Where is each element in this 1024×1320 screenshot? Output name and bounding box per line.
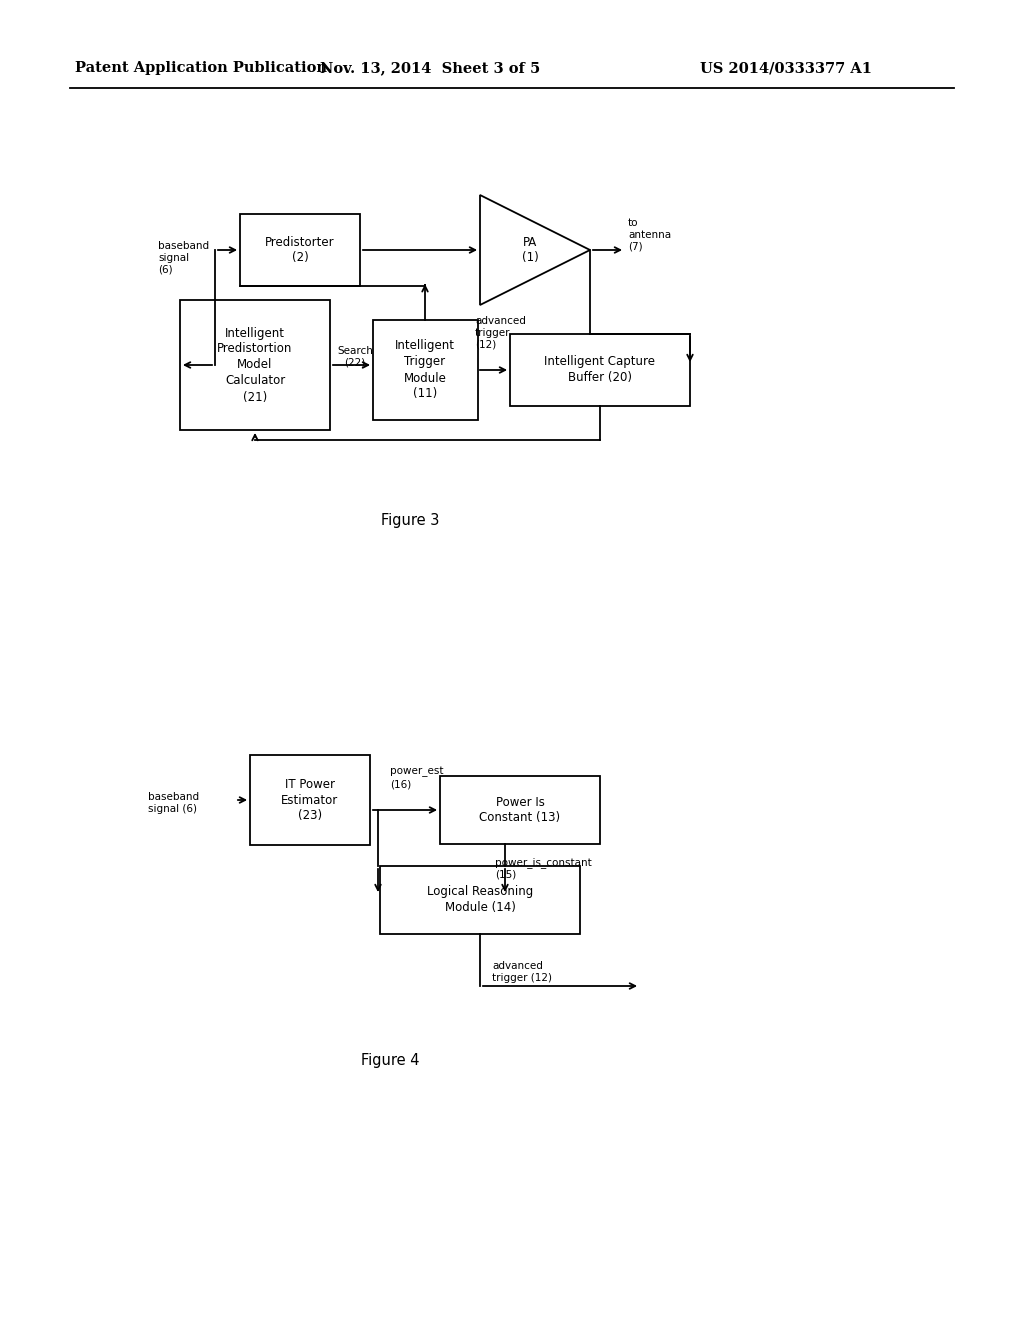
Polygon shape bbox=[480, 195, 590, 305]
Text: IT Power
Estimator
(23): IT Power Estimator (23) bbox=[282, 777, 339, 822]
Text: Intelligent Capture
Buffer (20): Intelligent Capture Buffer (20) bbox=[545, 355, 655, 384]
Text: advanced
trigger
(12): advanced trigger (12) bbox=[475, 317, 526, 350]
Text: baseband
signal (6): baseband signal (6) bbox=[148, 792, 199, 814]
Bar bbox=[373, 319, 477, 420]
Text: PA
(1): PA (1) bbox=[521, 236, 539, 264]
Text: power_est
(16): power_est (16) bbox=[390, 767, 443, 789]
Text: Power Is
Constant (13): Power Is Constant (13) bbox=[479, 796, 560, 825]
Text: Search
(22): Search (22) bbox=[337, 346, 373, 368]
Bar bbox=[440, 776, 600, 843]
Bar bbox=[240, 214, 360, 286]
Bar bbox=[510, 334, 690, 407]
Text: power_is_constant
(15): power_is_constant (15) bbox=[495, 857, 592, 879]
Bar bbox=[250, 755, 370, 845]
Text: Patent Application Publication: Patent Application Publication bbox=[75, 61, 327, 75]
Bar bbox=[380, 866, 580, 935]
Text: Intelligent
Trigger
Module
(11): Intelligent Trigger Module (11) bbox=[395, 339, 455, 400]
Text: Figure 3: Figure 3 bbox=[381, 512, 439, 528]
Text: Nov. 13, 2014  Sheet 3 of 5: Nov. 13, 2014 Sheet 3 of 5 bbox=[319, 61, 540, 75]
Text: advanced
trigger (12): advanced trigger (12) bbox=[492, 961, 552, 983]
Text: US 2014/0333377 A1: US 2014/0333377 A1 bbox=[700, 61, 872, 75]
Text: Predistorter
(2): Predistorter (2) bbox=[265, 235, 335, 264]
Text: Figure 4: Figure 4 bbox=[360, 1052, 419, 1068]
Text: Intelligent
Predistortion
Model
Calculator
(21): Intelligent Predistortion Model Calculat… bbox=[217, 326, 293, 404]
Text: Logical Reasoning
Module (14): Logical Reasoning Module (14) bbox=[427, 886, 534, 915]
Text: to
antenna
(7): to antenna (7) bbox=[628, 218, 671, 252]
Bar bbox=[180, 300, 330, 430]
Text: baseband
signal
(6): baseband signal (6) bbox=[158, 242, 209, 275]
